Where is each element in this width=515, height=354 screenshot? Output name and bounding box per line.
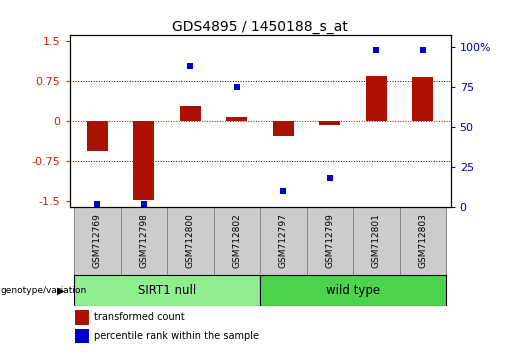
Bar <box>400 207 446 275</box>
Bar <box>121 207 167 275</box>
Bar <box>273 121 294 136</box>
Text: GSM712801: GSM712801 <box>372 213 381 268</box>
Bar <box>75 329 89 343</box>
Bar <box>133 121 154 200</box>
Text: transformed count: transformed count <box>94 312 185 322</box>
Text: GSM712797: GSM712797 <box>279 213 288 268</box>
Text: ▶: ▶ <box>57 286 64 296</box>
Bar <box>353 207 400 275</box>
Point <box>279 188 287 194</box>
Bar <box>227 117 247 121</box>
Bar <box>214 207 260 275</box>
Text: GSM712769: GSM712769 <box>93 213 102 268</box>
Text: genotype/variation: genotype/variation <box>1 286 87 295</box>
Point <box>186 63 195 69</box>
Bar <box>180 106 201 121</box>
Point <box>325 175 334 181</box>
Bar <box>167 207 214 275</box>
Point <box>93 201 101 206</box>
Text: GSM712803: GSM712803 <box>418 213 427 268</box>
Title: GDS4895 / 1450188_s_at: GDS4895 / 1450188_s_at <box>172 21 348 34</box>
Point <box>419 47 427 53</box>
Text: GSM712798: GSM712798 <box>140 213 148 268</box>
Bar <box>366 75 387 121</box>
Bar <box>260 207 306 275</box>
Point <box>372 47 381 53</box>
Text: GSM712800: GSM712800 <box>186 213 195 268</box>
Point <box>140 201 148 206</box>
Bar <box>413 77 433 121</box>
Bar <box>260 275 446 307</box>
Text: SIRT1 null: SIRT1 null <box>138 284 196 297</box>
Text: GSM712802: GSM712802 <box>232 213 242 268</box>
Text: percentile rank within the sample: percentile rank within the sample <box>94 331 259 341</box>
Bar <box>74 275 260 307</box>
Text: GSM712799: GSM712799 <box>325 213 334 268</box>
Bar <box>74 207 121 275</box>
Text: wild type: wild type <box>326 284 380 297</box>
Bar <box>75 310 89 325</box>
Point <box>233 84 241 90</box>
Bar <box>319 121 340 125</box>
Bar <box>87 121 108 150</box>
Bar <box>306 207 353 275</box>
